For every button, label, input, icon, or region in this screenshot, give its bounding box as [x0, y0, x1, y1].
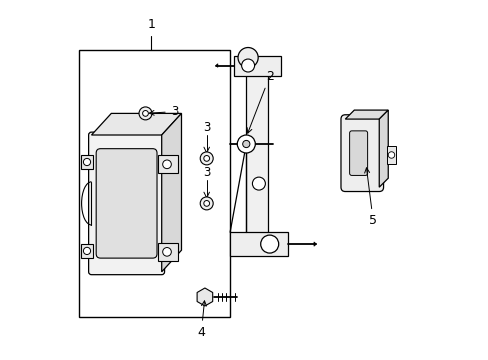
- Text: 1: 1: [147, 18, 155, 31]
- Bar: [158, 155, 178, 173]
- Circle shape: [252, 177, 265, 190]
- Bar: [81, 155, 93, 169]
- Circle shape: [260, 235, 278, 253]
- Circle shape: [241, 59, 254, 72]
- Circle shape: [142, 111, 148, 116]
- Circle shape: [163, 248, 171, 256]
- Bar: [386, 146, 395, 164]
- Polygon shape: [197, 288, 212, 306]
- Polygon shape: [91, 113, 181, 135]
- Bar: [81, 244, 93, 258]
- Polygon shape: [379, 110, 387, 187]
- Circle shape: [139, 107, 152, 120]
- Polygon shape: [215, 64, 218, 67]
- Circle shape: [387, 152, 394, 158]
- Circle shape: [203, 201, 209, 206]
- Polygon shape: [313, 242, 316, 246]
- Polygon shape: [162, 113, 181, 272]
- FancyBboxPatch shape: [96, 149, 157, 258]
- Polygon shape: [246, 65, 267, 254]
- Circle shape: [237, 135, 255, 153]
- FancyBboxPatch shape: [349, 131, 367, 175]
- Text: 3: 3: [149, 105, 178, 118]
- FancyBboxPatch shape: [340, 115, 383, 192]
- Circle shape: [238, 48, 258, 68]
- Text: 3: 3: [203, 121, 210, 134]
- Circle shape: [203, 156, 209, 161]
- Text: 5: 5: [364, 168, 376, 227]
- Circle shape: [83, 247, 90, 255]
- Circle shape: [242, 140, 249, 148]
- Text: 3: 3: [203, 166, 210, 179]
- Text: 2: 2: [246, 70, 273, 133]
- Circle shape: [200, 197, 213, 210]
- Bar: [79, 50, 230, 317]
- Text: 4: 4: [197, 301, 206, 339]
- Polygon shape: [233, 56, 280, 76]
- FancyBboxPatch shape: [88, 132, 164, 275]
- Polygon shape: [345, 110, 387, 119]
- Bar: [158, 243, 178, 261]
- Circle shape: [83, 158, 90, 166]
- Polygon shape: [230, 232, 287, 256]
- Circle shape: [200, 152, 213, 165]
- Circle shape: [163, 160, 171, 168]
